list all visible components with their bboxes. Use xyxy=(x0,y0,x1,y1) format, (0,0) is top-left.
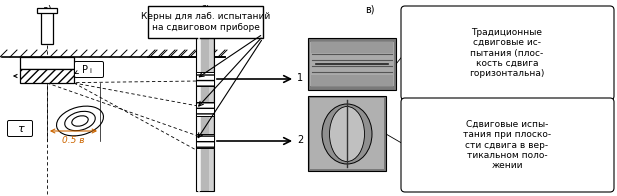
FancyBboxPatch shape xyxy=(7,121,33,136)
Bar xyxy=(308,38,396,90)
Bar xyxy=(308,96,386,171)
Bar xyxy=(196,102,214,116)
Bar xyxy=(310,42,394,86)
Bar xyxy=(196,38,214,191)
Text: в): в) xyxy=(365,4,375,14)
Bar xyxy=(209,38,213,191)
Text: 0.5 в: 0.5 в xyxy=(62,136,85,145)
FancyBboxPatch shape xyxy=(75,62,104,77)
Bar xyxy=(311,41,393,53)
Ellipse shape xyxy=(329,106,365,162)
Ellipse shape xyxy=(322,104,372,164)
Text: i: i xyxy=(89,68,91,74)
Text: Традиционные
сдвиговые ис-
пытания (плос-
кость сдвига
горизонтальна): Традиционные сдвиговые ис- пытания (плос… xyxy=(470,28,545,78)
Text: Керны для лаб. испытаний
на сдвиговом приборе: Керны для лаб. испытаний на сдвиговом пр… xyxy=(141,12,270,32)
Bar xyxy=(310,98,384,169)
Bar xyxy=(41,10,53,44)
Text: б): б) xyxy=(200,4,210,14)
Text: 2: 2 xyxy=(297,135,303,145)
FancyBboxPatch shape xyxy=(401,6,614,100)
Text: P: P xyxy=(82,64,88,74)
Bar xyxy=(197,38,201,191)
Bar xyxy=(20,57,74,69)
Text: 1: 1 xyxy=(297,73,303,83)
FancyBboxPatch shape xyxy=(401,98,614,192)
Bar xyxy=(311,75,393,87)
Text: а): а) xyxy=(42,4,52,14)
Bar xyxy=(148,6,263,38)
Bar xyxy=(196,134,214,148)
Text: τ: τ xyxy=(17,123,23,133)
Bar xyxy=(37,8,57,13)
Text: Сдвиговые испы-
тания при плоско-
сти сдвига в вер-
тикальном поло-
жении: Сдвиговые испы- тания при плоско- сти сд… xyxy=(463,120,551,170)
Bar xyxy=(196,72,214,86)
Bar xyxy=(20,69,74,83)
